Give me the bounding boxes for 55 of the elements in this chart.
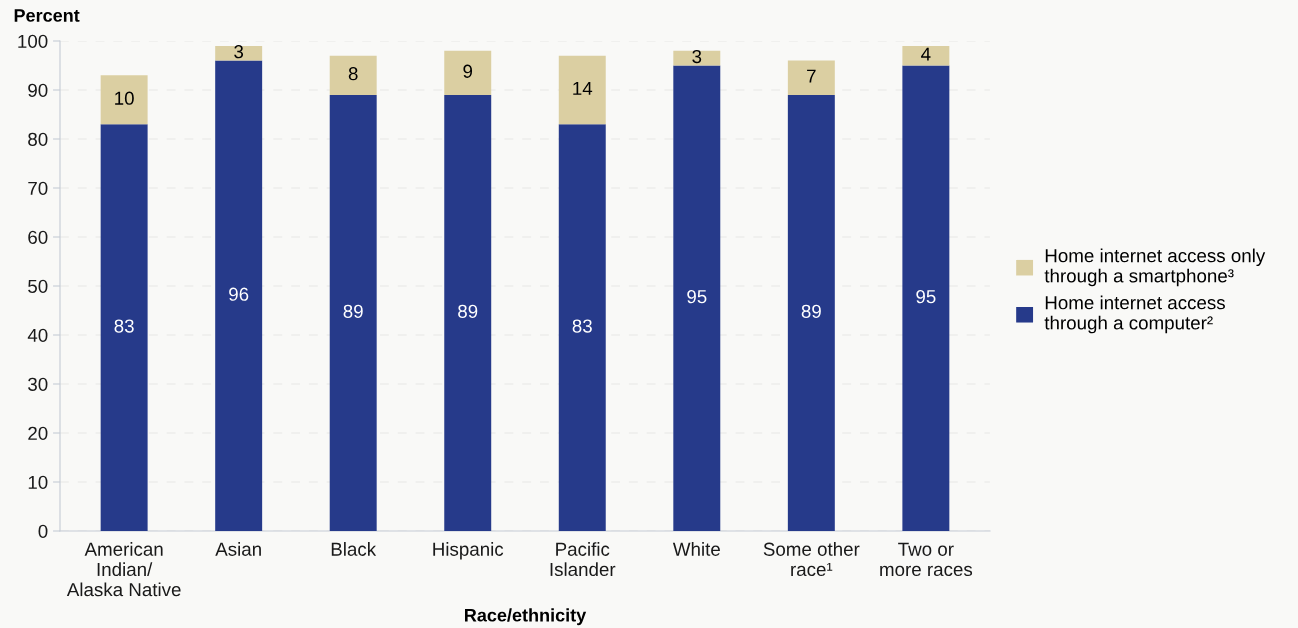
x-tick-label: American Indian/ Alaska Native — [66, 542, 181, 597]
y-tick-label: 10 — [28, 475, 48, 489]
y-tick-label: 0 — [38, 524, 48, 538]
data-label: 3 — [234, 45, 244, 59]
y-tick-label: 20 — [28, 426, 48, 440]
x-tick-label: Hispanic — [433, 542, 504, 560]
data-label: 14 — [573, 81, 593, 95]
y-tick-label: 60 — [28, 230, 48, 244]
data-label: 89 — [458, 304, 478, 318]
bar — [673, 50, 721, 66]
y-tick-label: 90 — [28, 83, 48, 97]
bar — [100, 124, 148, 531]
x-tick-label: Asian — [215, 542, 261, 556]
data-label: 8 — [348, 67, 358, 81]
bar — [673, 65, 721, 531]
bar — [902, 65, 950, 531]
legend-label: Home internet access through a computer² — [1044, 295, 1225, 334]
bar — [215, 60, 263, 531]
y-tick-label: 40 — [27, 328, 48, 342]
y-tick-label: 50 — [28, 279, 48, 293]
data-label: 9 — [463, 64, 473, 78]
y-tick-label: 30 — [28, 377, 48, 391]
data-label: 96 — [229, 287, 249, 301]
bar — [329, 55, 377, 95]
x-tick-label: White — [672, 542, 720, 556]
legend-label: Home internet access only through a smartphone³ — [1044, 248, 1266, 287]
bar — [444, 94, 492, 531]
bar — [444, 50, 492, 95]
bar — [787, 94, 835, 531]
y-tick-label: 70 — [28, 181, 48, 195]
x-tick-label: Some other race¹ — [763, 542, 860, 577]
data-label: 83 — [114, 319, 134, 333]
data-label: 4 — [921, 47, 931, 61]
y-axis-title: Percent — [14, 9, 80, 22]
bar — [100, 75, 148, 125]
bar — [787, 60, 835, 95]
x-tick-label: Black — [331, 542, 377, 556]
data-label: 95 — [916, 290, 936, 304]
x-axis-title: Race/ethnicity — [465, 608, 587, 626]
data-label: 89 — [343, 304, 363, 318]
data-label: 83 — [572, 319, 592, 333]
data-label: 3 — [692, 49, 702, 64]
x-tick-label: Two or more races — [880, 542, 973, 577]
x-tick-label: Pacific Islander — [550, 542, 616, 577]
data-label: 89 — [801, 304, 821, 318]
y-tick-label: 80 — [28, 132, 48, 146]
bar — [329, 94, 377, 531]
bar — [558, 124, 606, 531]
y-tick-label: 100 — [18, 34, 48, 48]
bar — [215, 45, 263, 61]
bar — [558, 55, 606, 125]
data-label: 95 — [687, 290, 707, 304]
bar — [902, 45, 950, 66]
data-label: 7 — [807, 69, 816, 83]
data-label: 10 — [115, 91, 134, 105]
